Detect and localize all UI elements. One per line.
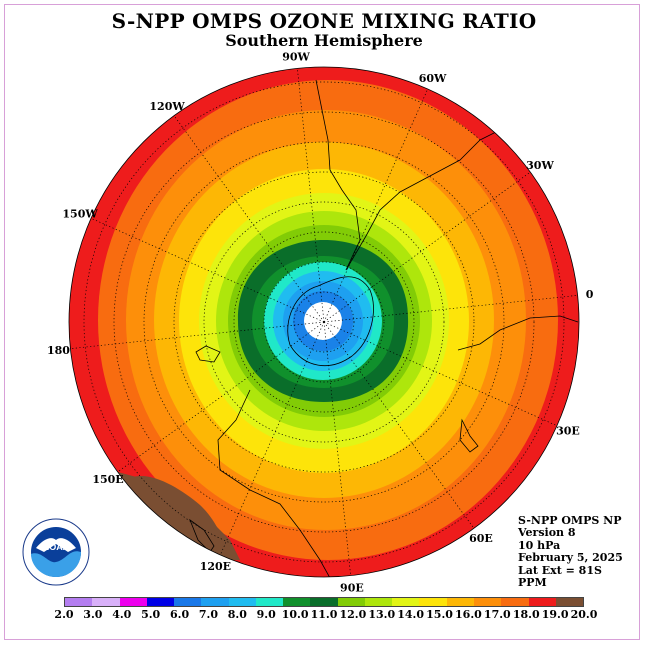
colorbar-tick-label: 11.0 [310, 608, 338, 621]
info-line: Version 8 [518, 526, 576, 540]
colorbar-swatch [146, 598, 175, 606]
colorbar-tick-label: 4.0 [112, 608, 132, 621]
colorbar-tick-label: 6.0 [169, 608, 190, 621]
meridian-line [219, 321, 325, 556]
colorbar-swatch [364, 598, 393, 606]
colorbar-tick-label: 7.0 [198, 608, 218, 621]
meridian-line [296, 68, 325, 323]
longitude-label: 90W [282, 50, 310, 63]
colorbar-swatch [65, 598, 93, 606]
longitude-label: 90E [340, 582, 364, 595]
longitude-labels: 0 30W 60W 90W 120W 150W 180 150E 120E 90E 60E 30E [47, 50, 594, 594]
island-coast [195, 345, 221, 363]
colorbar-tick-label: 17.0 [483, 608, 511, 621]
colorbar-swatch [337, 598, 365, 606]
meridian-line [323, 171, 531, 323]
low-ozone-region-2 [130, 476, 232, 560]
info-line: S-NPP OMPS NP [518, 514, 622, 527]
south-america-coast [315, 79, 361, 271]
info-line: Lat Ext = 81S [518, 563, 602, 577]
colorbar-swatch [501, 598, 529, 606]
colorbar-tick-label: 15.0 [426, 608, 453, 621]
colorbar-tick-label: 3.0 [83, 608, 103, 621]
colorbar-tick-label: 20.0 [570, 608, 598, 621]
colorbar-ticks: 2.0 3.0 4.0 5.0 6.0 7.0 8.0 9.0 10.0 11.0 12.0 13.0… [52, 608, 598, 622]
longitude-label: 30E [556, 425, 580, 438]
colorbar-tick-label: 14.0 [397, 608, 425, 621]
info-line: 10 hPa [518, 538, 561, 552]
colorbar-tick-label: 5.0 [141, 608, 161, 621]
colorbar-tick-label: 19.0 [541, 608, 569, 621]
madagascar-coast [459, 418, 479, 453]
meridian-line [70, 321, 325, 350]
page-title: S-NPP OMPS OZONE MIXING RATIO [111, 9, 537, 33]
colorbar-swatch [255, 598, 284, 606]
longitude-label: 150W [62, 207, 98, 220]
colorbar [64, 597, 584, 607]
longitude-label: 150E [92, 473, 123, 486]
meridian-line [90, 217, 325, 323]
meridians [70, 68, 578, 576]
page-subtitle: Southern Hemisphere [225, 31, 423, 50]
colorbar-tick-label: 18.0 [512, 608, 540, 621]
colorbar-swatch [174, 598, 202, 606]
info-line: February 5, 2025 [518, 551, 623, 565]
info-line: PPM [518, 576, 547, 590]
meridian-line [323, 321, 475, 529]
colorbar-swatch [392, 598, 420, 606]
colorbar-swatch [528, 598, 556, 606]
colorbar-tick-label: 13.0 [368, 608, 396, 621]
longitude-label: 60E [469, 532, 493, 545]
colorbar-swatch [283, 598, 311, 606]
colorbar-tick-label: 10.0 [281, 608, 309, 621]
info-block: S-NPP OMPS NP Version 8 10 hPa February … [518, 514, 623, 590]
colorbar-tick-label: 12.0 [339, 608, 367, 621]
longitude-label: 180 [47, 344, 70, 357]
polar-cap [304, 302, 342, 340]
ozone-field [69, 67, 579, 577]
south-america-coast-east [345, 129, 521, 271]
colorbar-swatch [473, 598, 502, 606]
colorbar-swatch [310, 598, 338, 606]
meridian-line [117, 321, 325, 473]
meridian-line [323, 294, 578, 323]
colorbar-tick-label: 2.0 [54, 608, 74, 621]
new-zealand-coast [189, 518, 215, 553]
map-boundary [68, 66, 580, 578]
longitude-label: 30W [526, 159, 554, 172]
noaa-logo-icon: NOAA [22, 518, 90, 586]
longitude-label: 60W [419, 72, 447, 85]
australia-coast [217, 389, 331, 577]
colorbar-tick-label: 16.0 [455, 608, 482, 621]
colorbar-swatch [446, 598, 474, 606]
colorbar-swatch [419, 598, 447, 606]
colorbar-swatch [119, 598, 147, 606]
antarctica-coast [287, 276, 374, 366]
latitude-circles [83, 81, 565, 563]
meridian-line [173, 115, 325, 323]
coastlines [189, 79, 579, 577]
meridian-line [323, 321, 558, 427]
colorbar-swatch [228, 598, 256, 606]
meridian-line [323, 88, 429, 323]
africa-coast [457, 315, 579, 351]
meridian-line [323, 321, 352, 576]
longitude-label: 120E [200, 560, 231, 573]
logo-text: NOAA [43, 542, 70, 552]
colorbar-swatch [201, 598, 229, 606]
colorbar-swatch [555, 598, 584, 606]
colorbar-tick-label: 8.0 [227, 608, 247, 621]
colorbar-swatch [92, 598, 120, 606]
longitude-label: 0 [586, 288, 594, 301]
longitude-label: 120W [149, 100, 185, 113]
colorbar-tick-label: 9.0 [256, 608, 276, 621]
